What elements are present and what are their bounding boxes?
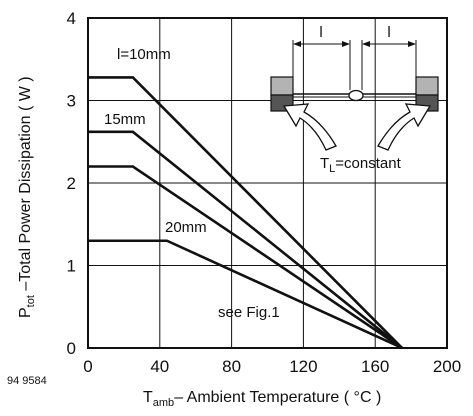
grid-lines (88, 18, 447, 348)
plot-frame (87, 17, 448, 349)
y-tick-label: 4 (67, 9, 76, 28)
x-tick-label: 0 (83, 357, 92, 376)
series-line-3 (88, 165, 403, 350)
y-tick-labels: 0 1 2 3 4 (67, 9, 76, 358)
curve-label-10mm: l=10mm (117, 46, 171, 63)
figure-id: 94 9584 (7, 375, 47, 387)
x-tick-label: 160 (361, 357, 389, 376)
y-axis-title: Ptot –Total Power Dissipation ( W ) (17, 76, 37, 318)
y-tick-label: 1 (67, 257, 76, 276)
curve-label-20mm: 20mm (165, 219, 207, 236)
x-tick-label: 80 (222, 357, 241, 376)
dimension-label-left: l (319, 24, 322, 41)
x-tick-label: 200 (433, 357, 461, 376)
see-fig-label: see Fig.1 (218, 304, 280, 321)
lead-temperature-label: TL=constant (320, 155, 402, 175)
y-tick-label: 3 (67, 92, 76, 111)
series-line-4 (88, 239, 403, 350)
x-tick-label: 120 (289, 357, 317, 376)
curve-label-15mm: 15mm (104, 111, 146, 128)
x-tick-labels: 0 40 80 120 160 200 (83, 357, 461, 376)
x-axis-title: Tamb– Ambient Temperature ( °C ) (143, 389, 381, 409)
lead-length-schematic (270, 40, 439, 151)
series-lines (88, 76, 404, 350)
x-tick-label: 40 (150, 357, 169, 376)
y-tick-label: 2 (67, 174, 76, 193)
series-line-2 (88, 130, 403, 350)
series-line-1 (88, 76, 404, 349)
dimension-label-right: l (387, 24, 390, 41)
y-tick-label: 0 (67, 339, 76, 358)
